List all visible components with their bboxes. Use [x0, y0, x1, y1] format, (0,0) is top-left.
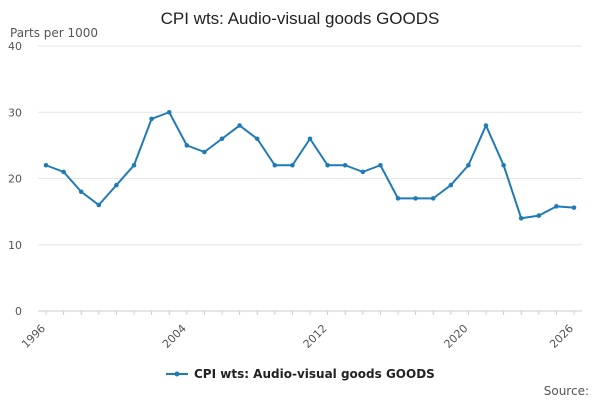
x-tick-label: 2026	[547, 322, 576, 351]
data-point	[184, 143, 190, 148]
data-point	[413, 196, 418, 201]
data-point	[149, 116, 154, 122]
data-point	[290, 162, 295, 168]
data-point	[342, 162, 348, 168]
data-point	[166, 109, 172, 115]
data-point	[501, 162, 506, 168]
y-tick-label: 10	[8, 239, 22, 252]
data-point	[254, 136, 260, 142]
data-point	[430, 196, 436, 201]
chart-title: CPI wts: Audio-visual goods GOODS	[161, 9, 440, 28]
data-point	[78, 189, 84, 195]
data-point	[96, 202, 102, 208]
data-point	[219, 136, 225, 142]
x-tick-label: 2020	[442, 322, 471, 351]
data-point	[554, 204, 559, 209]
x-tick-label: 1996	[19, 322, 48, 351]
y-tick-label: 30	[8, 106, 22, 119]
y-tick-label: 20	[8, 173, 22, 186]
data-point	[272, 162, 278, 168]
data-point	[378, 162, 383, 168]
data-point	[202, 149, 207, 155]
data-point	[237, 123, 242, 128]
data-point	[448, 182, 454, 188]
data-point	[307, 136, 313, 142]
data-point	[131, 162, 137, 168]
source-label: Source:	[544, 384, 589, 398]
legend: CPI wts: Audio-visual goods GOODS	[166, 367, 435, 381]
y-tick-label: 40	[8, 40, 22, 53]
x-axis	[38, 310, 582, 315]
legend-label: CPI wts: Audio-visual goods GOODS	[194, 367, 435, 381]
data-point	[466, 162, 471, 168]
data-point	[536, 213, 542, 218]
data-point	[483, 123, 489, 128]
data-point	[61, 169, 66, 175]
data-point	[325, 162, 330, 168]
data-point	[395, 196, 401, 201]
legend-marker	[174, 371, 180, 377]
series-line	[45, 111, 575, 220]
tick-labels: 0 10 20 30 40 1996 2004 2012 2020 2026	[8, 40, 576, 351]
x-tick-label: 2004	[160, 322, 189, 351]
x-tick-label: 2012	[301, 322, 330, 351]
data-point	[43, 162, 49, 168]
data-point	[571, 205, 577, 210]
y-axis-label: Parts per 1000	[10, 26, 98, 40]
y-tick-label: 0	[15, 305, 22, 318]
data-point	[518, 215, 524, 221]
data-point	[114, 182, 119, 188]
data-point	[360, 169, 366, 175]
series-group	[43, 109, 577, 221]
grid-lines	[38, 45, 582, 246]
